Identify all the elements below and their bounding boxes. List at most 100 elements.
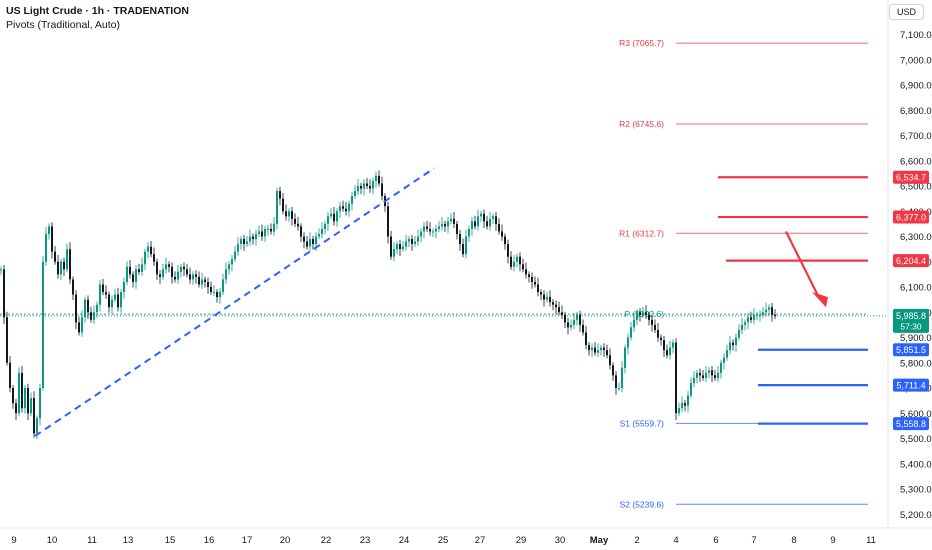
candle-body	[42, 261, 44, 388]
date-tick-label: 17	[242, 535, 253, 546]
candle-body	[228, 264, 230, 270]
price-tick-label: 5,600.0	[900, 409, 932, 420]
candle-body	[534, 281, 536, 285]
candle-body	[633, 319, 635, 328]
candle-body	[498, 223, 500, 232]
price-tick-label: 7,000.0	[900, 55, 932, 66]
down-arrow-head	[812, 292, 828, 308]
candle-body	[354, 191, 356, 197]
candle-body	[147, 246, 149, 252]
currency-button[interactable]: USD	[888, 4, 924, 20]
candle-body	[9, 362, 11, 388]
candle-body	[216, 292, 218, 298]
candle-body	[453, 218, 455, 224]
candle-body	[12, 388, 14, 404]
candle-body	[729, 342, 731, 351]
resistance-level-badge	[893, 170, 929, 184]
candle-body	[594, 347, 596, 353]
resistance-level-badge	[893, 210, 929, 224]
candle-body	[105, 292, 107, 295]
candle-body	[141, 264, 143, 272]
symbol-title[interactable]: US Light Crude · 1h · TRADENATION	[6, 5, 189, 17]
candle-body	[537, 284, 539, 293]
candle-body	[609, 355, 611, 366]
candle-body	[666, 350, 668, 356]
candle-body	[519, 256, 521, 265]
candle-body	[597, 350, 599, 353]
candle-body	[291, 211, 293, 219]
candle-body	[750, 317, 752, 320]
candles	[0, 170, 776, 440]
candle-body	[342, 206, 344, 209]
candle-body	[723, 357, 725, 363]
candle-body	[69, 249, 71, 280]
candle-body	[714, 375, 716, 378]
candle-body	[705, 372, 707, 378]
candle-body	[81, 317, 83, 333]
candle-body	[48, 226, 50, 234]
candle-body	[690, 382, 692, 396]
candle-body	[627, 337, 629, 348]
candle-body	[435, 228, 437, 232]
candle-body	[312, 239, 314, 245]
price-tick-label: 6,700.0	[900, 131, 932, 142]
date-tick-label: 11	[866, 535, 876, 546]
candle-body	[36, 418, 38, 434]
candle-body	[84, 299, 86, 318]
candle-body	[333, 213, 335, 222]
candle-body	[636, 312, 638, 320]
support-level-badge-label: 5,558.8	[896, 419, 926, 429]
indicator-label[interactable]: Pivots (Traditional, Auto)	[6, 19, 120, 31]
candle-body	[381, 183, 383, 197]
price-tick-label: 7,100.0	[900, 30, 932, 41]
candle-body	[606, 350, 608, 356]
price-tick-label: 6,600.0	[900, 156, 932, 167]
candle-body	[516, 256, 518, 262]
candle-body	[180, 266, 182, 272]
candle-body	[96, 304, 98, 313]
candle-body	[438, 226, 440, 229]
candle-body	[546, 297, 548, 300]
support-level-badge	[893, 378, 929, 392]
pivot-label: R2 (6745.6)	[619, 119, 664, 129]
resistance-level-badge-label: 6,204.4	[896, 256, 926, 266]
candle-body	[492, 216, 494, 219]
candle-body	[297, 223, 299, 227]
candle-body	[240, 239, 242, 245]
candle-body	[357, 186, 359, 192]
current-price-badge	[893, 308, 929, 333]
resistance-level-badge	[893, 254, 929, 268]
price-tick-label: 5,800.0	[900, 358, 932, 369]
candle-body	[693, 377, 695, 383]
candle-body	[522, 264, 524, 270]
date-tick-label: 23	[360, 535, 371, 546]
candle-body	[396, 244, 398, 250]
date-tick-label: 6	[713, 535, 718, 546]
candle-body	[615, 375, 617, 388]
candle-body	[162, 269, 164, 277]
candle-body	[129, 266, 131, 275]
candle-body	[411, 239, 413, 245]
candle-body	[393, 249, 395, 257]
candle-body	[198, 276, 200, 285]
candle-body	[669, 347, 671, 356]
candle-body	[93, 312, 95, 320]
candle-body	[339, 206, 341, 212]
current-price-label: 5,985.8	[896, 311, 926, 321]
candle-body	[642, 312, 644, 315]
candle-body	[258, 231, 260, 234]
candle-body	[657, 329, 659, 338]
date-tick-label: 30	[555, 535, 566, 546]
candle-body	[447, 221, 449, 227]
candle-body	[255, 233, 257, 240]
support-level-badge	[893, 343, 929, 357]
candle-body	[150, 246, 152, 255]
candle-body	[288, 211, 290, 217]
candle-body	[711, 370, 713, 376]
candle-body	[177, 271, 179, 280]
price-axis: 7,100.0 7,000.0 6,900.0 6,800.0 6,700.0 6,600…	[887, 0, 932, 528]
candle-body	[234, 251, 236, 260]
date-tick-label: 13	[123, 535, 134, 546]
candle-body	[468, 228, 470, 237]
